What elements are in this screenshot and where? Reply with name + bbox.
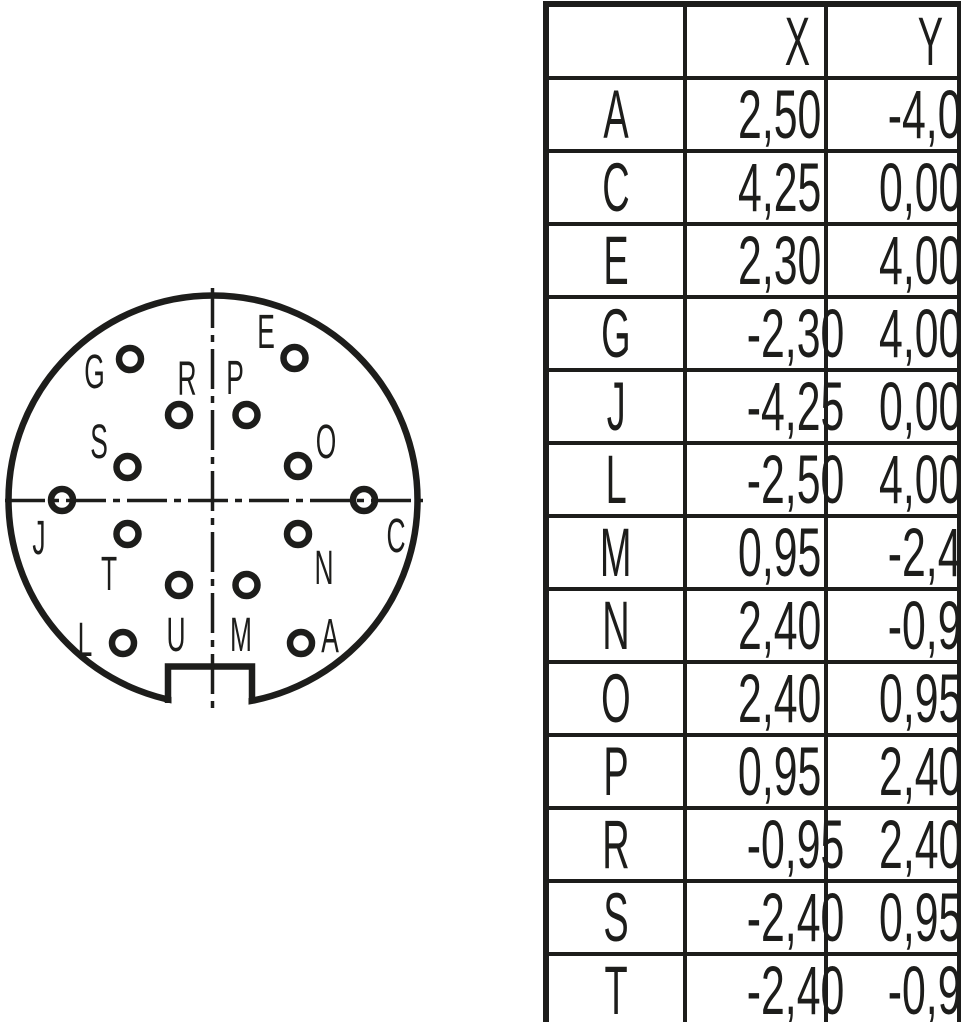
row-y: -0,95: [824, 587, 961, 664]
row-pin: L: [544, 441, 687, 518]
pin-label-J: J: [32, 512, 45, 565]
pin-label-P: P: [226, 352, 244, 405]
table-row: C 4,25 0,00: [544, 149, 961, 226]
pin-contact-G: [115, 344, 145, 374]
row-pin: G: [544, 295, 687, 372]
row-pin: P: [544, 733, 687, 810]
header-blank: [544, 2, 687, 80]
table-row: A 2,50 -4,00: [544, 76, 961, 153]
row-y: 4,00: [824, 222, 961, 299]
row-y: 0,95: [824, 660, 961, 737]
pin-contact-A: [286, 628, 316, 658]
table-row: E 2,30 4,00: [544, 222, 961, 299]
row-pin: E: [544, 222, 687, 299]
pin-contact-T: [113, 519, 142, 549]
row-pin: T: [544, 952, 687, 1022]
connector-face-diagram: E G R P S O J C T N L U M A: [5, 288, 423, 716]
row-y: -0,95: [824, 952, 961, 1022]
row-y: 4,00: [824, 441, 961, 518]
row-x: 4,25: [683, 149, 828, 226]
pin-contact-L: [108, 628, 138, 658]
pin-label-C: C: [386, 510, 405, 563]
pin-label-G: G: [84, 346, 105, 399]
row-y: 0,00: [824, 149, 961, 226]
row-pin: A: [544, 76, 687, 153]
keyway-mask: [171, 670, 249, 716]
table-row: S -2,40 0,95: [544, 879, 961, 956]
row-y: -2,40: [824, 514, 961, 591]
table-row: J -4,25 0,00: [544, 368, 961, 445]
table-row: N 2,40 -0,95: [544, 587, 961, 664]
row-x: -4,25: [683, 368, 844, 445]
row-x: -2,30: [683, 295, 844, 372]
row-pin: J: [544, 368, 687, 445]
row-x: 2,50: [683, 76, 828, 153]
row-x: 2,40: [683, 660, 828, 737]
row-x: 0,95: [683, 733, 828, 810]
table-row: L -2,50 4,00: [544, 441, 961, 518]
row-pin: C: [544, 149, 687, 226]
pin-contact-R: [164, 400, 194, 430]
pin-contact-U: [164, 570, 194, 600]
row-y: 0,95: [824, 879, 961, 956]
pin-label-L: L: [78, 614, 93, 667]
row-pin: R: [544, 806, 687, 883]
row-y: -4,00: [824, 76, 961, 153]
row-x: -0,95: [683, 806, 844, 883]
table-header-row: X Y: [544, 2, 961, 80]
row-pin: O: [544, 660, 687, 737]
pin-contact-M: [232, 570, 261, 600]
row-x: -2,40: [683, 879, 844, 956]
row-y: 2,40: [824, 806, 961, 883]
header-x: X: [683, 2, 828, 80]
pin-label-E: E: [257, 306, 275, 359]
row-x: -2,40: [683, 952, 844, 1022]
pin-label-N: N: [314, 542, 333, 595]
table-row: G -2,30 4,00: [544, 295, 961, 372]
pin-contact-S: [113, 452, 142, 482]
pin-coordinate-table: X Y A 2,50 -4,00 C 4,25 0,00 E 2,30 4,00…: [543, 1, 961, 1022]
pin-label-M: M: [230, 609, 252, 662]
pin-label-A: A: [321, 610, 339, 663]
pin-contact-E: [280, 343, 309, 373]
table-row: M 0,95 -2,40: [544, 514, 961, 591]
pin-label-O: O: [316, 416, 337, 469]
keyway-notch: [164, 663, 256, 703]
row-y: 0,00: [824, 368, 961, 445]
row-x: 2,40: [683, 587, 828, 664]
row-pin: S: [544, 879, 687, 956]
row-y: 4,00: [824, 295, 961, 372]
table-row: T -2,40 -0,95: [544, 952, 961, 1022]
pin-label-T: T: [101, 548, 117, 601]
header-y: Y: [824, 2, 961, 80]
row-y: 2,40: [824, 733, 961, 810]
pin-contact-P: [232, 400, 261, 430]
pin-contact-O: [283, 451, 313, 481]
table-row: R -0,95 2,40: [544, 806, 961, 883]
pin-label-R: R: [177, 353, 196, 406]
table-row: O 2,40 0,95: [544, 660, 961, 737]
table-row: P 0,95 2,40: [544, 733, 961, 810]
row-x: 0,95: [683, 514, 828, 591]
pin-contact-N: [283, 519, 313, 549]
row-pin: N: [544, 587, 687, 664]
pin-label-S: S: [90, 416, 108, 469]
row-x: -2,50: [683, 441, 844, 518]
pin-label-U: U: [166, 609, 185, 662]
row-x: 2,30: [683, 222, 828, 299]
row-pin: M: [544, 514, 687, 591]
